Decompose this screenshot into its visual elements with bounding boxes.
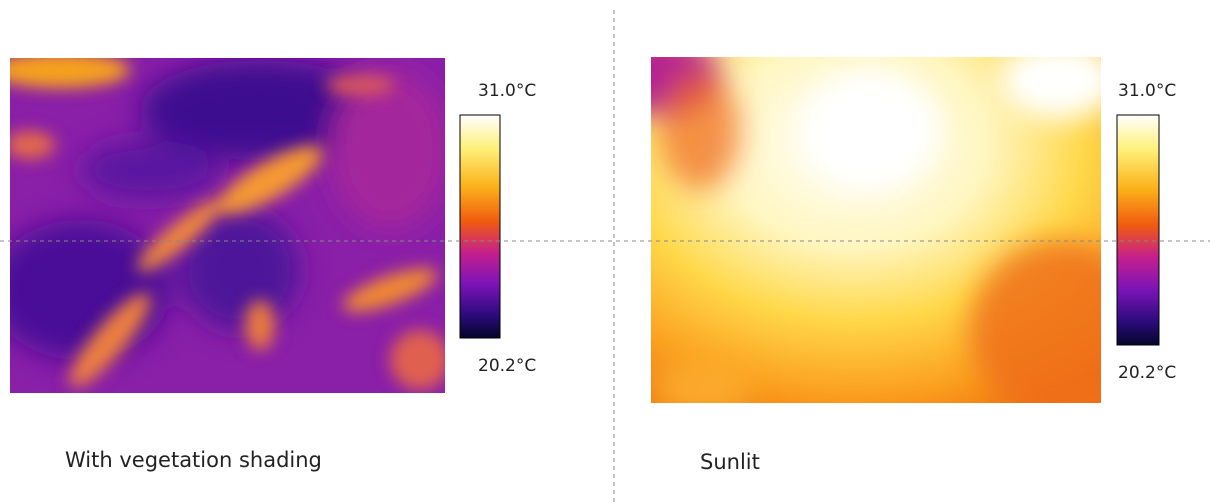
caption: Sunlit xyxy=(700,450,760,474)
colorbar xyxy=(460,115,500,338)
thermal-image-sunlit xyxy=(600,35,1150,420)
page: 31.0°C 20.2°C 31.0°C 20.2°C With vegetat… xyxy=(0,0,1210,504)
thermal-image-shaded xyxy=(0,52,450,396)
caption: With vegetation shading xyxy=(65,448,322,472)
figure: 31.0°C 20.2°C 31.0°C 20.2°C With vegetat… xyxy=(0,0,1210,504)
scale-min-label: 20.2°C xyxy=(478,356,536,376)
scale-max-label: 31.0°C xyxy=(1118,81,1176,101)
scale-min-label: 20.2°C xyxy=(1118,363,1176,383)
colorbar xyxy=(1117,115,1159,345)
scale-max-label: 31.0°C xyxy=(478,81,536,101)
